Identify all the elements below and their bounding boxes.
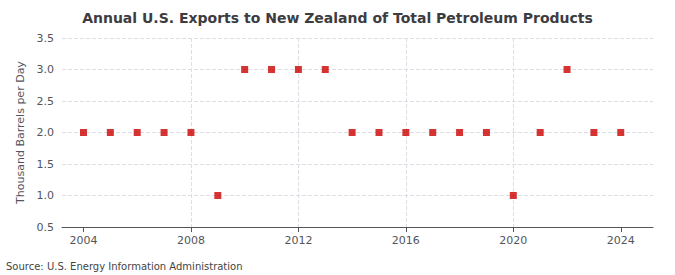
svg-text:2008: 2008 [177, 234, 205, 247]
svg-text:Source: U.S. Energy Informatio: Source: U.S. Energy Information Administ… [6, 261, 243, 272]
svg-text:3.0: 3.0 [37, 63, 55, 76]
svg-text:2024: 2024 [607, 234, 635, 247]
svg-text:2012: 2012 [284, 234, 312, 247]
svg-text:2004: 2004 [69, 234, 97, 247]
svg-text:0.5: 0.5 [37, 221, 55, 234]
svg-text:Thousand Barrels per Day: Thousand Barrels per Day [14, 61, 27, 205]
svg-text:Annual U.S. Exports to New Zea: Annual U.S. Exports to New Zealand of To… [82, 10, 593, 26]
svg-text:1.0: 1.0 [37, 189, 55, 202]
svg-text:2.0: 2.0 [37, 126, 55, 139]
svg-text:2016: 2016 [392, 234, 420, 247]
svg-text:2.5: 2.5 [37, 95, 55, 108]
svg-text:2020: 2020 [499, 234, 527, 247]
svg-text:3.5: 3.5 [37, 32, 55, 45]
svg-text:1.5: 1.5 [37, 158, 55, 171]
